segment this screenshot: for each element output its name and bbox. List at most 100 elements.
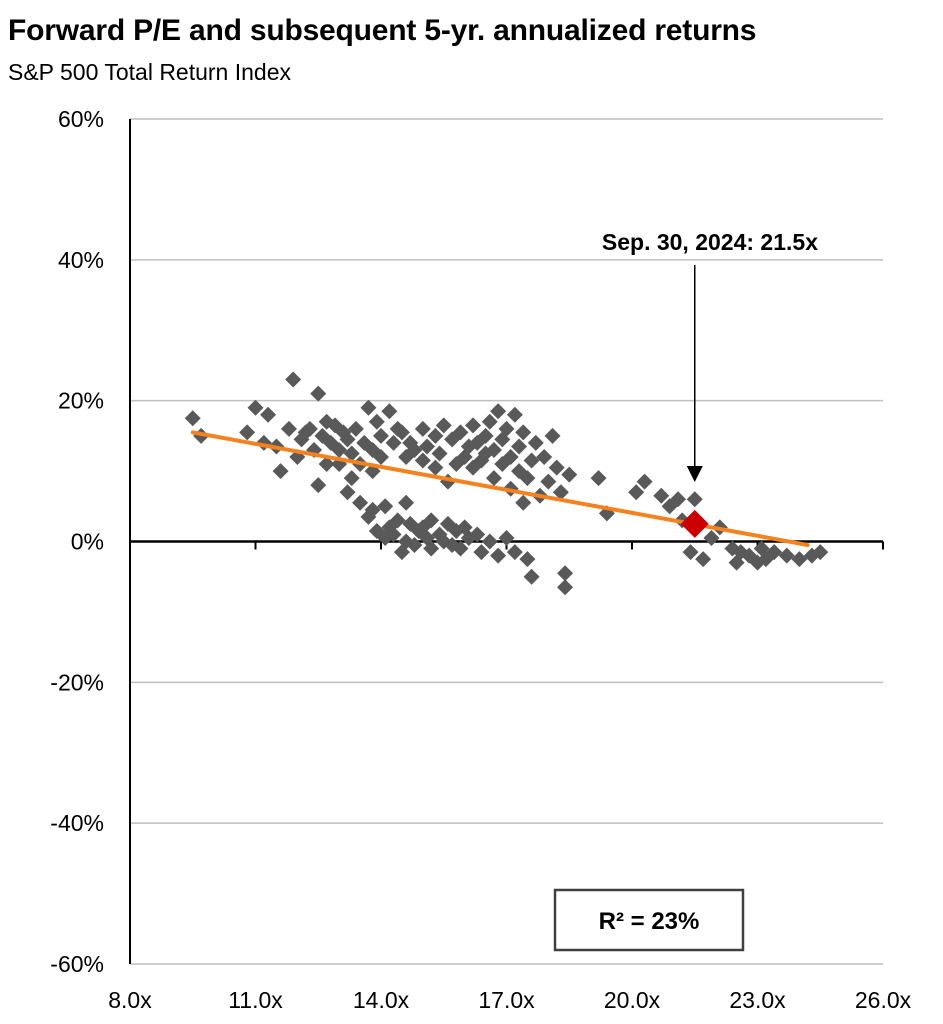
data-point xyxy=(339,484,356,501)
data-point xyxy=(406,537,423,554)
data-point xyxy=(506,544,523,561)
y-tick-label: -60% xyxy=(50,951,104,977)
data-point xyxy=(477,427,494,444)
data-point xyxy=(465,417,482,434)
data-point xyxy=(636,473,653,490)
data-point xyxy=(519,470,536,487)
data-point xyxy=(485,441,502,458)
data-point xyxy=(431,445,448,462)
data-point xyxy=(247,399,264,416)
data-point xyxy=(343,470,360,487)
data-point xyxy=(389,512,406,529)
chart-title: Forward P/E and subsequent 5-yr. annuali… xyxy=(8,14,757,47)
x-tick-label: 23.0x xyxy=(729,987,786,1013)
data-point xyxy=(385,434,402,451)
data-point xyxy=(377,498,394,515)
data-point xyxy=(766,544,783,561)
y-tick-label: 20% xyxy=(58,388,104,414)
data-point xyxy=(686,491,703,508)
data-point xyxy=(515,424,532,441)
data-point xyxy=(519,551,536,568)
data-point xyxy=(523,452,540,469)
data-point xyxy=(515,494,532,511)
data-point xyxy=(352,494,369,511)
data-point xyxy=(423,512,440,529)
r-squared-box xyxy=(553,888,745,952)
data-point xyxy=(393,424,410,441)
data-point xyxy=(590,470,607,487)
data-point xyxy=(398,494,415,511)
data-point xyxy=(373,427,389,444)
data-point xyxy=(373,449,389,465)
data-point xyxy=(452,540,469,557)
data-point xyxy=(331,441,348,458)
data-point xyxy=(339,431,356,448)
data-point xyxy=(347,420,364,437)
data-point xyxy=(791,551,808,568)
data-point xyxy=(364,501,381,518)
data-point xyxy=(778,547,795,564)
data-point xyxy=(435,417,452,434)
data-point xyxy=(548,459,565,476)
data-point xyxy=(423,540,440,557)
data-point xyxy=(272,463,289,480)
data-point xyxy=(523,568,540,585)
chart-subtitle: S&P 500 Total Return Index xyxy=(8,59,292,85)
data-point xyxy=(498,529,515,546)
data-point xyxy=(490,547,507,564)
data-point xyxy=(280,420,297,437)
data-point xyxy=(552,484,569,501)
data-point xyxy=(540,473,557,490)
data-point xyxy=(557,579,574,596)
data-point xyxy=(381,403,398,420)
data-point xyxy=(670,491,687,508)
data-point xyxy=(695,551,712,568)
data-point xyxy=(485,470,502,487)
data-point xyxy=(481,533,498,550)
annotation-arrow-head xyxy=(686,466,703,482)
data-point xyxy=(812,544,829,561)
data-point xyxy=(385,526,402,543)
data-point xyxy=(414,452,431,469)
x-tick-label: 11.0x xyxy=(228,987,283,1013)
data-point xyxy=(419,438,436,455)
data-point xyxy=(368,413,385,430)
x-tick-label: 17.0x xyxy=(478,987,535,1013)
data-point xyxy=(536,449,553,465)
data-point xyxy=(310,477,327,494)
x-tick-label: 8.0x xyxy=(108,987,152,1013)
data-point xyxy=(318,456,335,473)
data-point xyxy=(469,526,486,543)
highlight-point xyxy=(680,509,709,538)
data-point xyxy=(557,565,574,582)
data-point xyxy=(427,459,444,476)
data-point xyxy=(561,466,578,483)
data-point xyxy=(360,399,377,416)
data-point xyxy=(481,413,498,430)
data-point xyxy=(260,406,277,423)
data-point xyxy=(310,385,327,402)
y-tick-label: -40% xyxy=(50,810,104,836)
x-tick-label: 14.0x xyxy=(353,987,410,1013)
x-tick-label: 20.0x xyxy=(604,987,661,1013)
data-point xyxy=(239,424,256,441)
data-point xyxy=(544,427,561,444)
data-point xyxy=(285,371,302,388)
data-point xyxy=(498,420,515,437)
r-squared-label: R² = 23% xyxy=(599,908,700,935)
data-point xyxy=(502,449,519,465)
data-point xyxy=(653,487,670,504)
data-point xyxy=(511,438,528,455)
y-tick-label: 60% xyxy=(58,106,104,132)
y-tick-label: 40% xyxy=(58,247,104,273)
annotation-label: Sep. 30, 2024: 21.5x xyxy=(602,229,818,255)
data-point xyxy=(628,484,645,501)
data-point xyxy=(473,544,490,561)
x-tick-label: 26.0x xyxy=(855,987,912,1013)
data-point xyxy=(490,403,507,420)
data-point xyxy=(682,544,699,561)
y-tick-label: 0% xyxy=(71,529,104,555)
data-point xyxy=(343,445,360,462)
data-point xyxy=(452,424,469,441)
